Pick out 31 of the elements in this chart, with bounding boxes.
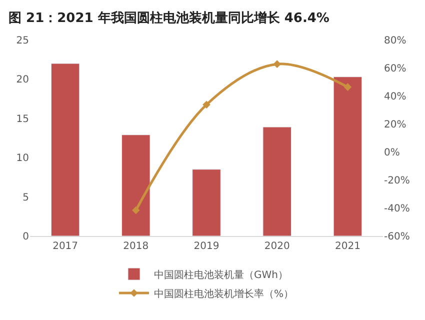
- y2-tick-label: -40%: [384, 204, 410, 214]
- y-tick-label: 20: [16, 74, 29, 86]
- x-tick-label: 2018: [123, 241, 149, 252]
- x-tick-label: 2019: [194, 241, 220, 252]
- bar: [192, 169, 221, 236]
- bar: [333, 76, 362, 236]
- legend-label: 中国圆柱电池装机量（GWh）: [154, 268, 288, 281]
- y-tick-label: 5: [22, 192, 29, 204]
- y2-tick-label: -60%: [384, 232, 410, 242]
- x-tick-label: 2020: [264, 241, 290, 252]
- y2-tick-label: 20%: [384, 120, 406, 130]
- x-tick-label: 2021: [334, 241, 360, 252]
- y-tick-label: 25: [16, 36, 29, 46]
- x-tick-label: 2017: [52, 241, 78, 252]
- y2-tick-label: -20%: [384, 176, 410, 186]
- y-tick-label: 0: [22, 232, 29, 242]
- y-tick-label: 10: [16, 153, 29, 164]
- y2-tick-label: 60%: [384, 64, 406, 74]
- point: [344, 83, 352, 91]
- bar: [50, 63, 80, 236]
- point: [273, 60, 281, 68]
- bar: [262, 126, 292, 236]
- legend-label: 中国圆柱电池装机增长率（%）: [154, 288, 294, 300]
- chart-title: 图 21：2021 年我国圆柱电池装机量同比增长 46.4%: [8, 10, 330, 26]
- y2-tick-label: 40%: [384, 92, 406, 102]
- y2-tick-label: 80%: [384, 36, 406, 46]
- y-tick-label: 15: [16, 114, 29, 125]
- point: [132, 206, 140, 214]
- y2-tick-label: 0%: [384, 148, 400, 158]
- point: [202, 100, 210, 109]
- bar: [122, 134, 150, 236]
